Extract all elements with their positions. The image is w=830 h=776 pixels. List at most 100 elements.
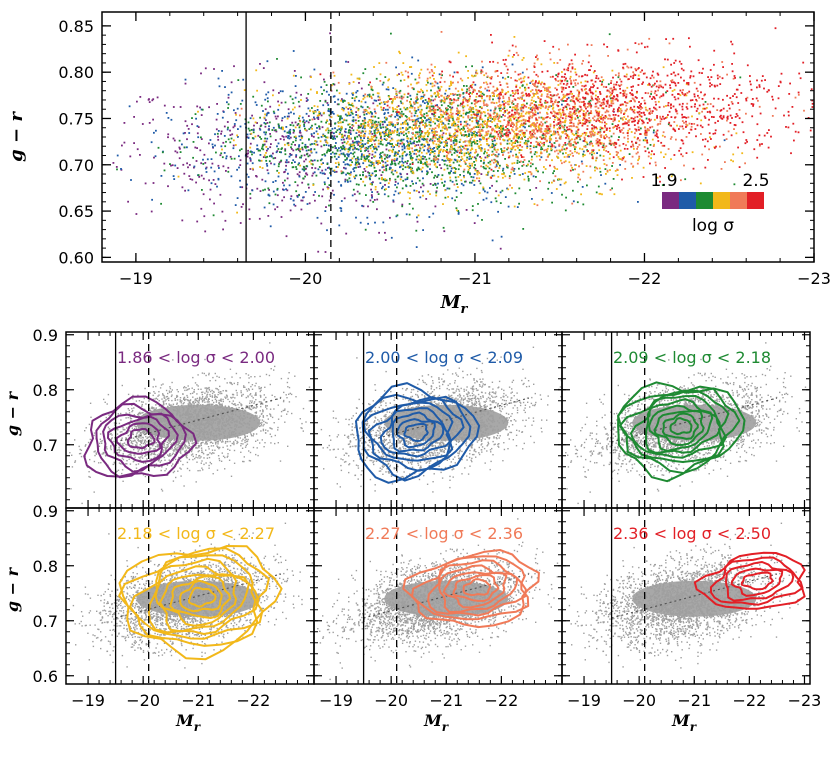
scatter-point (382, 178, 384, 181)
scatter-point (323, 80, 326, 83)
scatter-point (434, 155, 437, 158)
scatter-point (342, 153, 345, 156)
scatter-point (410, 115, 413, 118)
scatter-point (600, 174, 602, 176)
scatter-point (170, 118, 173, 121)
scatter-point (488, 115, 491, 118)
scatter-point (367, 83, 370, 86)
scatter-point (478, 172, 481, 174)
scatter-point (308, 138, 310, 141)
scatter-point (553, 111, 556, 113)
scatter-point (412, 172, 415, 175)
scatter-point (259, 159, 261, 162)
scatter-point (421, 138, 424, 141)
scatter-point (256, 122, 258, 124)
scatter-point (547, 106, 550, 108)
scatter-point (439, 121, 442, 123)
scatter-point (413, 109, 416, 112)
scatter-point (336, 149, 339, 152)
scatter-point (462, 112, 465, 115)
scatter-point (343, 141, 346, 144)
scatter-point (380, 131, 382, 134)
scatter-point (215, 128, 218, 131)
scatter-point (654, 161, 657, 164)
scatter-point (440, 129, 442, 132)
scatter-point (340, 147, 343, 149)
scatter-point (608, 95, 611, 98)
scatter-point (394, 152, 397, 155)
scatter-point (381, 176, 383, 179)
scatter-point (552, 94, 555, 97)
scatter-point (552, 133, 554, 136)
scatter-point (296, 184, 299, 187)
scatter-point (471, 156, 474, 158)
scatter-point (519, 116, 521, 118)
scatter-point (532, 124, 534, 126)
scatter-point (403, 134, 405, 136)
scatter-point (424, 126, 426, 129)
scatter-point (535, 146, 538, 148)
scatter-point (563, 161, 566, 164)
scatter-point (534, 123, 537, 126)
scatter-point (521, 95, 524, 97)
scatter-point (581, 122, 584, 125)
scatter-point (552, 106, 555, 109)
scatter-point (551, 159, 553, 162)
scatter-point (446, 157, 449, 159)
scatter-point (485, 72, 488, 75)
scatter-point (259, 149, 261, 152)
scatter-point (461, 145, 464, 148)
scatter-point (233, 157, 236, 160)
scatter-point (524, 89, 527, 92)
scatter-point (386, 138, 388, 141)
scatter-point (430, 119, 432, 122)
scatter-point (487, 161, 490, 164)
scatter-point (634, 100, 636, 103)
scatter-point (364, 158, 367, 161)
scatter-point (618, 157, 621, 160)
scatter-point (635, 91, 638, 94)
scatter-point (343, 134, 346, 137)
scatter-point (491, 184, 493, 187)
scatter-point (579, 135, 581, 138)
scatter-point (522, 133, 525, 136)
scatter-point (417, 108, 420, 111)
scatter-point (443, 98, 446, 100)
scatter-point (384, 161, 387, 164)
scatter-point (578, 165, 580, 168)
scatter-point (344, 159, 347, 161)
scatter-point (266, 164, 269, 167)
scatter-point (611, 187, 613, 190)
scatter-point (255, 69, 258, 72)
scatter-point (367, 171, 369, 174)
scatter-point (555, 140, 557, 142)
scatter-point (481, 129, 484, 132)
scatter-point (340, 172, 343, 175)
scatter-point (612, 102, 615, 105)
scatter-point (322, 188, 324, 191)
scatter-point (417, 117, 420, 120)
scatter-point (448, 171, 450, 174)
scatter-point (390, 236, 393, 239)
scatter-point (396, 123, 399, 126)
scatter-point (493, 119, 496, 122)
scatter-point (371, 124, 373, 127)
scatter-point (345, 142, 348, 145)
scatter-point (497, 120, 500, 122)
scatter-point (292, 131, 295, 134)
scatter-point (358, 78, 361, 80)
scatter-point (482, 187, 485, 190)
scatter-point (510, 119, 512, 122)
scatter-point (410, 83, 412, 86)
scatter-point (514, 148, 517, 151)
scatter-point (538, 129, 541, 132)
scatter-point (298, 171, 301, 174)
scatter-point (299, 124, 301, 127)
scatter-point (411, 161, 414, 164)
scatter-point (551, 181, 553, 184)
scatter-point (391, 102, 394, 105)
scatter-point (529, 132, 531, 135)
scatter-point (511, 63, 514, 66)
scatter-point (272, 203, 275, 206)
scatter-point (547, 108, 549, 111)
